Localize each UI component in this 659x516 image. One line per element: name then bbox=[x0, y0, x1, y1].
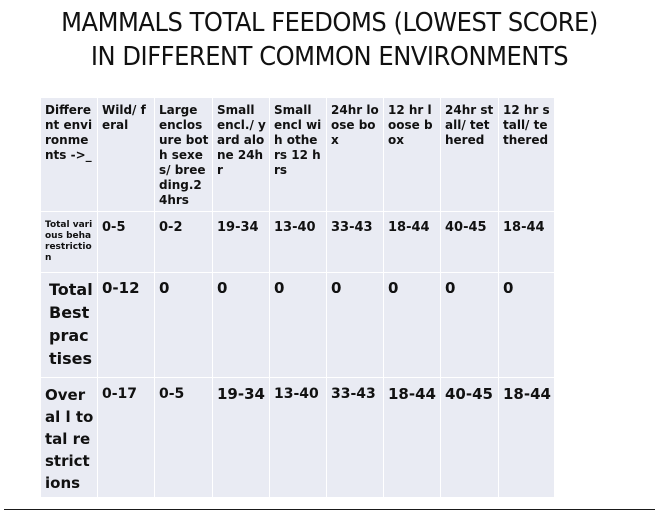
table-cell: 18-44 bbox=[499, 212, 554, 272]
row-label: Total Best practises bbox=[41, 273, 97, 377]
table-cell: 40-45 bbox=[441, 212, 498, 272]
table-cell: 18-44 bbox=[499, 378, 554, 497]
header-cell: Small encl./ yard alone 24hr bbox=[213, 98, 269, 211]
table-cell: 0-12 bbox=[98, 273, 154, 377]
table-cell: 19-34 bbox=[213, 212, 269, 272]
table-row: Total various beha restriction 0-5 0-2 1… bbox=[41, 212, 554, 272]
table-row: Total Best practises 0-12 0 0 0 0 0 0 0 bbox=[41, 273, 554, 377]
header-cell: 12 hr stall/ tethered bbox=[499, 98, 554, 211]
table-row: Overal l total restrictions 0-17 0-5 19-… bbox=[41, 378, 554, 497]
table-cell: 18-44 bbox=[384, 212, 440, 272]
title-line-1: MAMMALS TOTAL FEEDOMS (LOWEST SCORE) bbox=[61, 8, 598, 38]
table-cell: 0-5 bbox=[98, 212, 154, 272]
table-cell: 0 bbox=[327, 273, 383, 377]
row-label: Overal l total restrictions bbox=[41, 378, 97, 497]
table-cell: 19-34 bbox=[213, 378, 269, 497]
table-cell: 0-5 bbox=[155, 378, 212, 497]
table-cell: 0 bbox=[441, 273, 498, 377]
row-label: Total various beha restriction bbox=[41, 212, 97, 272]
title-line-2: IN DIFFERENT COMMON ENVIRONMENTS bbox=[90, 42, 569, 72]
table-cell: 0 bbox=[499, 273, 554, 377]
header-cell: 24hr loose box bbox=[327, 98, 383, 211]
header-cell: Small encl wih others 12 hrs bbox=[270, 98, 326, 211]
table-cell: 0 bbox=[270, 273, 326, 377]
header-cell: 12 hr loose box bbox=[384, 98, 440, 211]
table-cell: 0-17 bbox=[98, 378, 154, 497]
header-cell: Wild/ feral bbox=[98, 98, 154, 211]
header-cell: 24hr stall/ tethered bbox=[441, 98, 498, 211]
table-cell: 33-43 bbox=[327, 378, 383, 497]
table-header-row: Different environments ->_ Wild/ feral L… bbox=[41, 98, 554, 211]
bottom-divider bbox=[4, 509, 655, 510]
table-cell: 40-45 bbox=[441, 378, 498, 497]
header-cell: Large enclosure both sexes/ breeding.24h… bbox=[155, 98, 212, 211]
table-cell: 0 bbox=[213, 273, 269, 377]
header-cell: Different environments ->_ bbox=[41, 98, 97, 211]
table-cell: 18-44 bbox=[384, 378, 440, 497]
slide-title: MAMMALS TOTAL FEEDOMS (LOWEST SCORE) IN … bbox=[23, 6, 636, 74]
table-cell: 0-2 bbox=[155, 212, 212, 272]
table-cell: 0 bbox=[155, 273, 212, 377]
table-cell: 13-40 bbox=[270, 378, 326, 497]
table-cell: 13-40 bbox=[270, 212, 326, 272]
table-cell: 0 bbox=[384, 273, 440, 377]
table-cell: 33-43 bbox=[327, 212, 383, 272]
environment-scores-table: Different environments ->_ Wild/ feral L… bbox=[40, 97, 555, 498]
